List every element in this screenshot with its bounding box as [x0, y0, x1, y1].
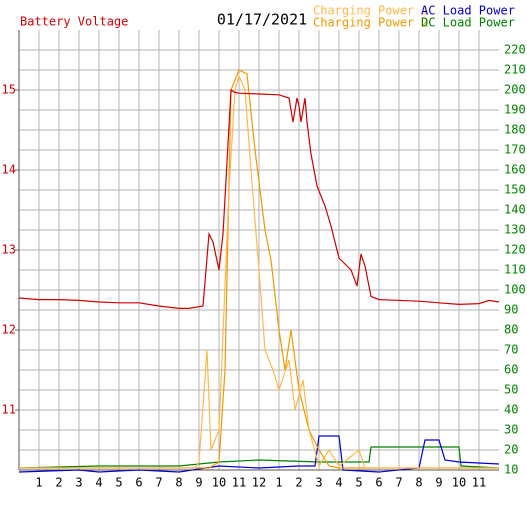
x-tick-label: 4	[335, 476, 342, 490]
legend-battery: Battery Voltage	[20, 15, 128, 29]
y2-tick-label: 50	[504, 383, 518, 397]
y2-tick-label: 30	[504, 423, 518, 437]
series-line	[19, 69, 499, 469]
y2-tick-label: 130	[504, 223, 526, 237]
x-tick-label: 6	[135, 476, 142, 490]
x-tick-label: 5	[355, 476, 362, 490]
y2-tick-label: 60	[504, 363, 518, 377]
x-tick-label: 9	[435, 476, 442, 490]
y-tick-label: 15	[2, 83, 16, 97]
x-tick-label: 9	[195, 476, 202, 490]
x-tick-label: 8	[415, 476, 422, 490]
y2-tick-label: 180	[504, 123, 526, 137]
y2-tick-label: 100	[504, 283, 526, 297]
series-line	[18, 435, 500, 473]
y2-tick-label: 160	[504, 163, 526, 177]
y2-tick-label: 170	[504, 143, 526, 157]
y2-tick-label: 140	[504, 203, 526, 217]
y2-tick-label: 70	[504, 343, 518, 357]
series-line	[18, 88, 500, 309]
x-tick-label: 5	[115, 476, 122, 490]
x-tick-label: 2	[295, 476, 302, 490]
x-tick-label: 6	[375, 476, 382, 490]
x-tick-label: 2	[55, 476, 62, 490]
x-tick-label: 1	[35, 476, 42, 490]
y-tick-label: 14	[2, 163, 16, 177]
x-tick-label: 10	[212, 476, 226, 490]
y-tick-label: 13	[2, 243, 16, 257]
series-line	[19, 74, 499, 469]
y-tick-label: 11	[2, 403, 16, 417]
x-tick-label: 7	[155, 476, 162, 490]
x-tick-label: 3	[75, 476, 82, 490]
y2-tick-label: 40	[504, 403, 518, 417]
x-tick-label: 11	[472, 476, 486, 490]
x-tick-label: 11	[232, 476, 246, 490]
x-tick-label: 7	[395, 476, 402, 490]
x-tick-label: 1	[275, 476, 282, 490]
y2-tick-label: 200	[504, 83, 526, 97]
x-tick-label: 8	[175, 476, 182, 490]
x-tick-label: 4	[95, 476, 102, 490]
y2-tick-label: 10	[504, 463, 518, 477]
y2-tick-label: 210	[504, 63, 526, 77]
y-tick-label: 12	[2, 323, 16, 337]
series-line	[18, 446, 500, 469]
x-tick-label: 10	[452, 476, 466, 490]
legend-ac: AC Load Power	[421, 4, 515, 18]
x-tick-label: 3	[315, 476, 322, 490]
y2-tick-label: 110	[504, 263, 526, 277]
y2-tick-label: 90	[504, 303, 518, 317]
y2-tick-label: 120	[504, 243, 526, 257]
y2-tick-label: 80	[504, 323, 518, 337]
chart-title: 01/17/2021	[217, 11, 307, 29]
legend-charging-2: Charging Power 2	[313, 16, 429, 30]
x-tick-label: 12	[252, 476, 266, 490]
y2-tick-label: 220	[504, 43, 526, 57]
y2-tick-label: 150	[504, 183, 526, 197]
legend-charging-1: Charging Power 1	[313, 4, 429, 18]
legend-dc: DC Load Power	[421, 16, 515, 30]
y2-tick-label: 20	[504, 443, 518, 457]
y2-tick-label: 190	[504, 103, 526, 117]
